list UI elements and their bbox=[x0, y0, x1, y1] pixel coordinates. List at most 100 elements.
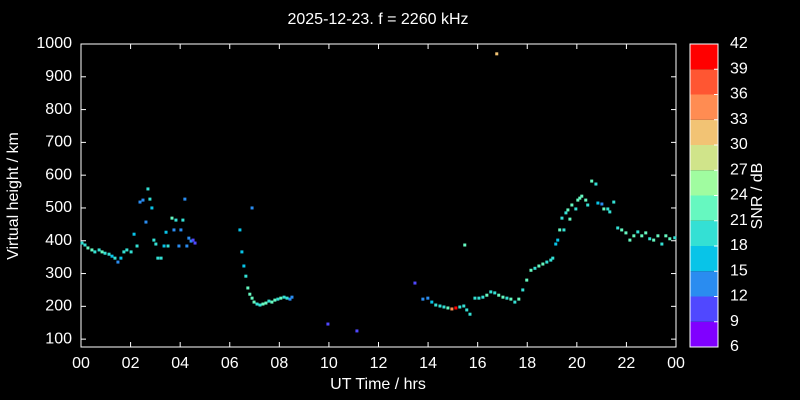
data-point bbox=[521, 288, 525, 292]
data-point bbox=[185, 244, 189, 248]
data-point bbox=[612, 200, 616, 204]
colorbar-tick-label: 12 bbox=[730, 288, 748, 305]
data-point bbox=[355, 329, 359, 333]
y-tick-label: 1000 bbox=[36, 35, 72, 52]
data-point bbox=[244, 274, 248, 278]
data-point bbox=[652, 238, 656, 242]
data-point bbox=[465, 308, 469, 312]
colorbar-cell bbox=[690, 271, 718, 297]
data-point bbox=[481, 295, 485, 299]
x-tick-label: 18 bbox=[518, 355, 536, 372]
colorbar-cell bbox=[690, 145, 718, 171]
data-point bbox=[468, 312, 472, 316]
data-point bbox=[568, 217, 572, 221]
x-tick-label: 00 bbox=[72, 355, 90, 372]
data-point bbox=[477, 296, 481, 300]
data-point bbox=[640, 234, 644, 238]
data-point bbox=[191, 238, 195, 242]
data-point bbox=[509, 297, 513, 301]
data-point bbox=[170, 216, 174, 220]
data-point bbox=[86, 246, 90, 250]
x-tick-label: 02 bbox=[122, 355, 140, 372]
data-point bbox=[660, 242, 664, 246]
data-point bbox=[600, 202, 604, 206]
colorbar-tick-label: 21 bbox=[730, 212, 748, 229]
data-point bbox=[189, 239, 193, 243]
colorbar-cell bbox=[690, 321, 718, 347]
data-point bbox=[141, 198, 145, 202]
x-tick-label: 00 bbox=[667, 355, 685, 372]
colorbar-cell bbox=[690, 44, 718, 70]
data-point bbox=[162, 244, 166, 248]
data-point bbox=[628, 238, 632, 242]
data-point bbox=[252, 300, 256, 304]
data-point bbox=[125, 248, 129, 252]
data-point bbox=[495, 52, 499, 56]
data-point bbox=[80, 241, 84, 245]
data-point bbox=[513, 300, 517, 304]
colorbar-cell bbox=[690, 170, 718, 196]
data-point bbox=[156, 256, 160, 260]
data-point bbox=[493, 291, 497, 295]
data-point bbox=[580, 194, 584, 198]
data-point bbox=[152, 238, 156, 242]
data-point bbox=[276, 297, 280, 301]
colorbar-tick-label: 30 bbox=[730, 136, 748, 153]
data-point bbox=[326, 322, 330, 326]
data-point bbox=[183, 197, 187, 201]
y-tick-label: 700 bbox=[45, 134, 72, 151]
data-point bbox=[172, 228, 176, 232]
data-point bbox=[590, 179, 594, 183]
data-point bbox=[164, 230, 168, 234]
data-point bbox=[606, 207, 610, 211]
data-point bbox=[434, 303, 438, 307]
data-point bbox=[166, 244, 170, 248]
x-tick-label: 14 bbox=[419, 355, 437, 372]
data-point bbox=[179, 228, 183, 232]
data-point bbox=[656, 234, 660, 238]
data-point bbox=[148, 197, 152, 201]
data-point bbox=[246, 286, 250, 290]
colorbar-tick-label: 18 bbox=[730, 237, 748, 254]
data-point bbox=[261, 302, 265, 306]
data-point bbox=[238, 228, 242, 232]
colorbar-tick-label: 39 bbox=[730, 60, 748, 77]
data-point bbox=[150, 206, 154, 210]
data-point bbox=[83, 243, 87, 247]
data-point bbox=[250, 206, 254, 210]
data-point bbox=[129, 250, 133, 254]
data-point bbox=[159, 256, 163, 260]
data-point bbox=[187, 236, 191, 240]
data-point bbox=[584, 198, 588, 202]
data-point bbox=[454, 306, 458, 310]
y-axis-label: Virtual height / km bbox=[5, 132, 22, 260]
data-point bbox=[549, 258, 553, 262]
data-point bbox=[485, 293, 489, 297]
data-point bbox=[258, 303, 262, 307]
data-point bbox=[551, 256, 555, 260]
colorbar-cell bbox=[690, 220, 718, 246]
colorbar-cell bbox=[690, 246, 718, 272]
data-point bbox=[138, 200, 142, 204]
data-point bbox=[116, 260, 120, 264]
data-point bbox=[122, 250, 126, 254]
data-point bbox=[578, 196, 582, 200]
data-point bbox=[473, 296, 477, 300]
data-point bbox=[497, 293, 501, 297]
x-tick-label: 06 bbox=[221, 355, 239, 372]
data-point bbox=[501, 295, 505, 299]
colorbar-cell bbox=[690, 296, 718, 322]
data-point bbox=[119, 256, 123, 260]
data-point bbox=[413, 281, 417, 285]
data-point bbox=[562, 228, 566, 232]
data-point bbox=[644, 231, 648, 235]
colorbar-cell bbox=[690, 69, 718, 95]
data-point bbox=[421, 297, 425, 301]
data-point bbox=[458, 305, 462, 309]
data-point bbox=[240, 250, 244, 254]
data-point bbox=[664, 234, 668, 238]
data-point bbox=[430, 300, 434, 304]
data-point bbox=[636, 230, 640, 234]
